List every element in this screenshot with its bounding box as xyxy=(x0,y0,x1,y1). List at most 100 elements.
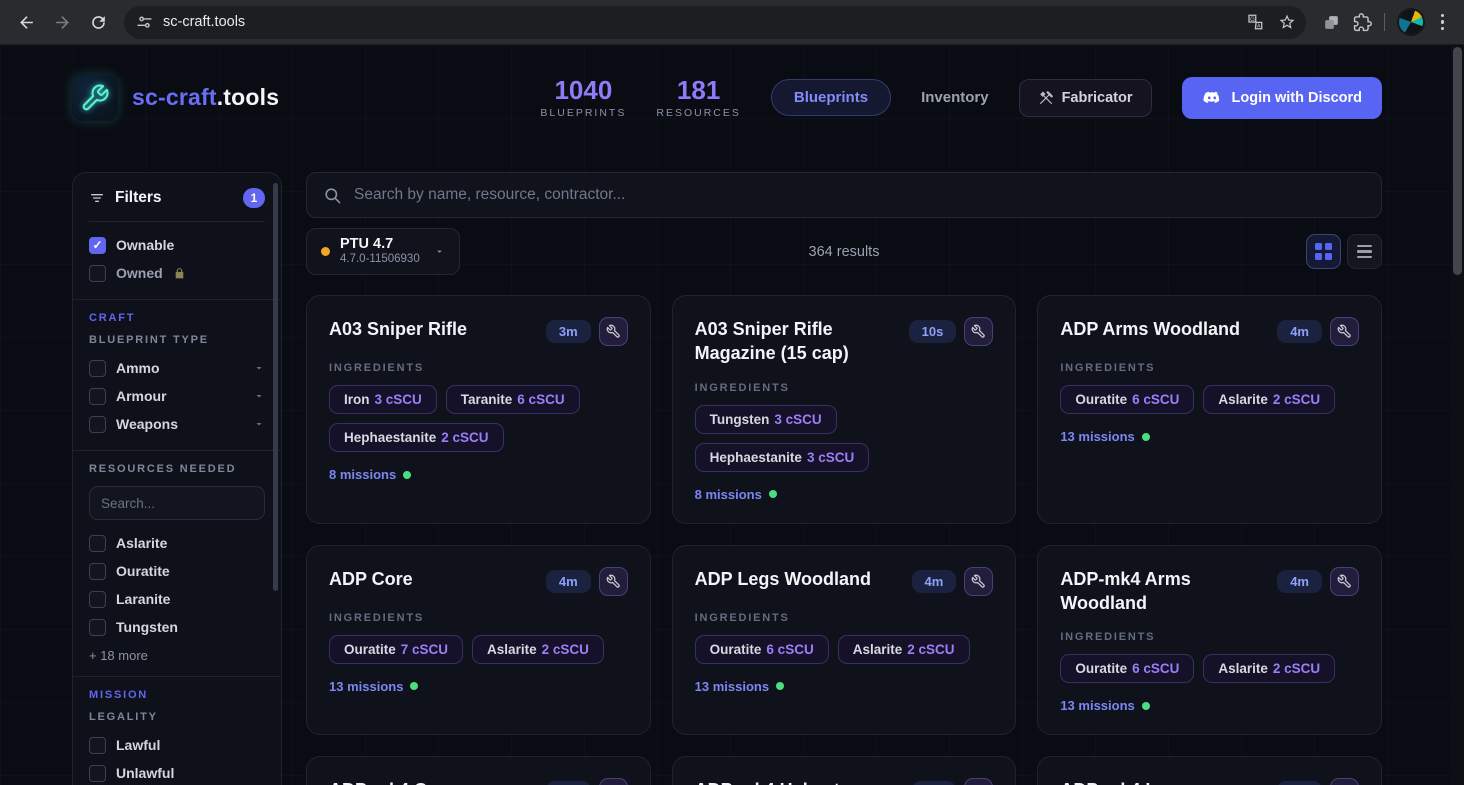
ingredient-chip[interactable]: Hephaestanite 3 cSCU xyxy=(694,442,870,472)
blueprint-card[interactable]: ADP Arms Woodland 4m INGREDIENTS Ouratite 6 … xyxy=(1037,295,1382,524)
craft-button[interactable] xyxy=(1329,566,1359,596)
blueprint-card[interactable]: ADP-mk4 Legs Woodland4mINGREDIENTSOurati… xyxy=(1037,756,1382,785)
checkbox-unchecked[interactable] xyxy=(89,264,106,282)
filter-ownable[interactable]: ✓ Ownable xyxy=(89,232,265,258)
craft-button[interactable] xyxy=(964,566,994,596)
ingredient-chip[interactable]: Aslarite 2 cSCU xyxy=(472,634,604,664)
filter-blueprint-type[interactable]: Armour xyxy=(89,383,265,409)
brand[interactable]: sc-craft.tools xyxy=(72,74,280,121)
more-resources-link[interactable]: + 18 more xyxy=(89,648,148,663)
filter-resource[interactable]: Ouratite xyxy=(89,558,265,584)
fabricator-button[interactable]: Fabricator xyxy=(1018,78,1152,117)
forward-icon[interactable] xyxy=(46,6,78,38)
nav-blueprints[interactable]: Blueprints xyxy=(770,79,892,116)
checkbox-unchecked[interactable] xyxy=(89,387,106,405)
bookmark-star-icon[interactable] xyxy=(1278,13,1296,31)
filter-resource[interactable]: Laranite xyxy=(89,586,265,612)
missions-row[interactable]: 13 missions xyxy=(695,679,994,694)
chevron-down-icon[interactable] xyxy=(253,390,265,402)
blueprint-card[interactable]: ADP-mk4 Core Woodland4mINGREDIENTSOurati… xyxy=(306,756,651,785)
ingredient-chip[interactable]: Taranite 6 cSCU xyxy=(445,385,580,415)
craft-time-badge: 4m xyxy=(1277,569,1322,593)
filter-resource[interactable]: Tungsten xyxy=(89,614,265,640)
blueprint-card[interactable]: A03 Sniper Rifle 3m INGREDIENTS Iron 3 cSCU T… xyxy=(306,295,651,524)
page-scrollbar-thumb[interactable] xyxy=(1453,47,1462,275)
craft-button[interactable] xyxy=(1329,778,1359,785)
checkbox-checked[interactable]: ✓ xyxy=(89,236,106,254)
ingredient-chip[interactable]: Ouratite 6 cSCU xyxy=(1060,385,1195,415)
panels-icon[interactable] xyxy=(1322,13,1341,32)
resource-search-input[interactable] xyxy=(89,486,265,520)
ingredient-chip[interactable]: Ouratite 7 cSCU xyxy=(329,634,464,664)
chevron-down-icon[interactable] xyxy=(253,418,265,430)
grid-view-button[interactable] xyxy=(1306,234,1341,270)
checkbox-unchecked[interactable] xyxy=(89,618,106,636)
ingredient-chip[interactable]: Tungsten 3 cSCU xyxy=(694,404,837,434)
checkbox-unchecked[interactable] xyxy=(89,359,106,377)
missions-row[interactable]: 13 missions xyxy=(1060,429,1359,444)
missions-count: 13 missions xyxy=(329,678,404,694)
filter-legality[interactable]: Lawful xyxy=(89,732,265,758)
filter-resource[interactable]: Aslarite xyxy=(89,530,265,556)
filter-blueprint-type[interactable]: Ammo xyxy=(89,355,265,381)
login-discord-button[interactable]: Login with Discord xyxy=(1181,76,1382,119)
list-view-button[interactable] xyxy=(1347,234,1382,270)
missions-row[interactable]: 8 missions xyxy=(329,467,628,482)
craft-button[interactable] xyxy=(964,317,994,347)
page-scrollbar-track[interactable] xyxy=(1451,45,1464,785)
filter-legality[interactable]: Unlawful xyxy=(89,760,265,785)
checkbox-unchecked[interactable] xyxy=(89,562,106,580)
reload-icon[interactable] xyxy=(82,6,114,38)
craft-time-badge: 4m xyxy=(545,781,591,785)
craft-button[interactable] xyxy=(964,778,994,785)
missions-status-dot xyxy=(776,682,785,691)
checkbox-unchecked[interactable] xyxy=(89,764,106,782)
checkbox-unchecked[interactable] xyxy=(89,534,106,552)
filter-owned[interactable]: Owned xyxy=(89,260,265,286)
version-selector[interactable]: PTU 4.7 4.7.0-11506930 xyxy=(306,228,460,276)
filter-blueprint-type[interactable]: Weapons xyxy=(89,411,265,437)
nav-inventory[interactable]: Inventory xyxy=(921,89,989,106)
ingredient-chip[interactable]: Hephaestanite 2 cSCU xyxy=(329,423,504,453)
ingredients-label: INGREDIENTS xyxy=(694,381,790,394)
url-text[interactable]: sc-craft.tools xyxy=(163,14,246,30)
back-icon[interactable] xyxy=(10,6,42,38)
missions-row[interactable]: 8 missions xyxy=(695,487,994,502)
craft-button[interactable] xyxy=(598,778,628,785)
stat-blueprints: 1040 BLUEPRINTS xyxy=(540,77,626,119)
search-input[interactable] xyxy=(354,186,1365,204)
ingredient-chip[interactable]: Ouratite 6 cSCU xyxy=(694,634,829,664)
checkbox-unchecked[interactable] xyxy=(89,736,106,754)
sidebar-scrollbar[interactable] xyxy=(273,183,278,591)
extensions-icon[interactable] xyxy=(1353,12,1372,32)
filter-ownable-label: Ownable xyxy=(116,237,175,253)
craft-button[interactable] xyxy=(1329,317,1359,347)
ingredient-chip[interactable]: Aslarite 2 cSCU xyxy=(837,634,970,664)
craft-button[interactable] xyxy=(598,317,628,347)
blueprint-card[interactable]: ADP-mk4 Arms Woodland 4m INGREDIENTS Ourati… xyxy=(1037,544,1382,736)
ingredient-chip[interactable]: Ouratite 6 cSCU xyxy=(1060,654,1195,684)
site-settings-icon[interactable] xyxy=(136,14,153,31)
blueprint-card[interactable]: A03 Sniper Rifle Magazine (15 cap) 10s ING… xyxy=(671,295,1017,524)
ingredient-chip[interactable]: Aslarite 2 cSCU xyxy=(1203,385,1336,415)
missions-row[interactable]: 13 missions xyxy=(1060,698,1359,713)
checkbox-unchecked[interactable] xyxy=(89,415,106,433)
ingredient-chip[interactable]: Aslarite 2 cSCU xyxy=(1203,654,1336,684)
checkbox-unchecked[interactable] xyxy=(89,590,106,608)
blueprint-card[interactable]: ADP Legs Woodland 4m INGREDIENTS Ouratite 6 … xyxy=(671,544,1017,736)
blueprint-card[interactable]: ADP Core 4m INGREDIENTS Ouratite 7 cSCU Aslar… xyxy=(306,544,651,736)
ingredients-label: INGREDIENTS xyxy=(694,611,790,624)
brand-title: sc-craft.tools xyxy=(132,84,280,110)
missions-row[interactable]: 13 missions xyxy=(329,679,628,694)
profile-avatar[interactable] xyxy=(1396,8,1425,36)
blueprint-card[interactable]: ADP-mk4 Helmet Woodland4mINGREDIENTSOura… xyxy=(671,756,1017,785)
login-discord-label: Login with Discord xyxy=(1231,89,1363,106)
translate-icon[interactable]: GA xyxy=(1246,13,1264,31)
chevron-down-icon[interactable] xyxy=(253,362,265,374)
ingredient-chip[interactable]: Iron 3 cSCU xyxy=(329,385,437,415)
search-bar[interactable] xyxy=(306,172,1382,218)
craft-button[interactable] xyxy=(598,566,628,596)
browser-menu-icon[interactable] xyxy=(1437,10,1449,35)
